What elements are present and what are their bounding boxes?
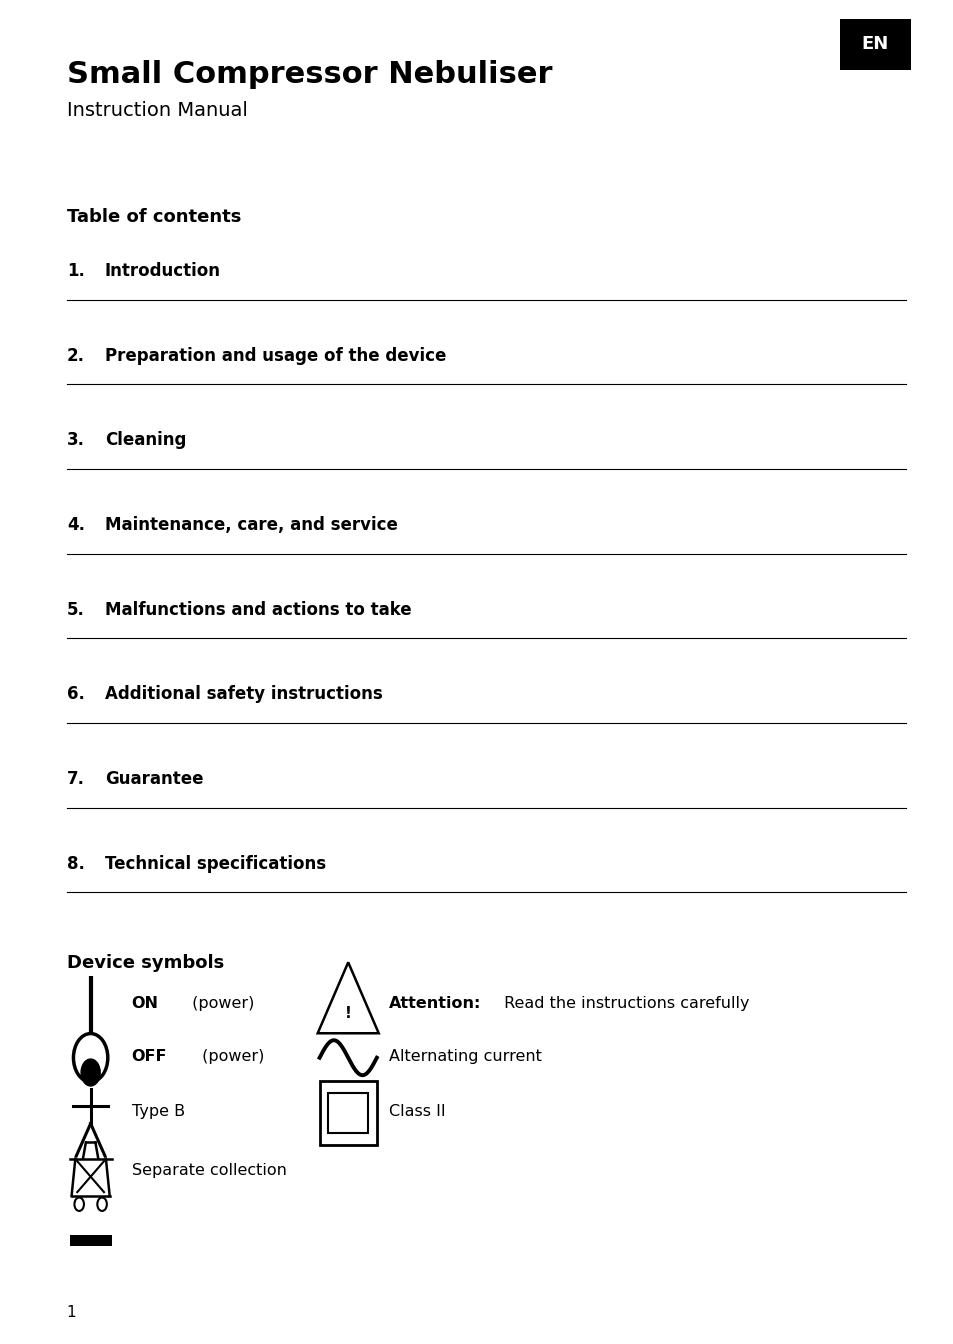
Text: Malfunctions and actions to take: Malfunctions and actions to take <box>105 601 411 618</box>
Text: Alternating current: Alternating current <box>389 1048 541 1064</box>
Text: 6.: 6. <box>67 685 85 703</box>
Text: Introduction: Introduction <box>105 262 221 280</box>
Text: 3.: 3. <box>67 431 85 449</box>
Text: Type B: Type B <box>132 1103 185 1120</box>
Text: (power): (power) <box>196 1048 264 1064</box>
Text: Cleaning: Cleaning <box>105 431 186 449</box>
Text: Class II: Class II <box>389 1103 445 1120</box>
Text: 8.: 8. <box>67 855 85 872</box>
Text: Read the instructions carefully: Read the instructions carefully <box>498 996 749 1012</box>
Text: Small Compressor Nebuliser: Small Compressor Nebuliser <box>67 60 552 90</box>
FancyBboxPatch shape <box>319 1081 376 1145</box>
Text: Table of contents: Table of contents <box>67 208 241 226</box>
Text: 4.: 4. <box>67 516 85 534</box>
Text: 2.: 2. <box>67 347 85 364</box>
Text: Additional safety instructions: Additional safety instructions <box>105 685 382 703</box>
Text: ON: ON <box>132 996 158 1012</box>
Text: Preparation and usage of the device: Preparation and usage of the device <box>105 347 446 364</box>
Text: Maintenance, care, and service: Maintenance, care, and service <box>105 516 397 534</box>
Text: EN: EN <box>861 35 888 54</box>
Text: 5.: 5. <box>67 601 85 618</box>
FancyBboxPatch shape <box>328 1093 368 1133</box>
FancyBboxPatch shape <box>70 1235 112 1246</box>
FancyBboxPatch shape <box>839 19 910 70</box>
Text: 7.: 7. <box>67 770 85 788</box>
Text: !: ! <box>344 1005 352 1021</box>
Text: (power): (power) <box>187 996 254 1012</box>
Text: 1: 1 <box>67 1305 76 1320</box>
Text: Attention:: Attention: <box>389 996 481 1012</box>
Text: Device symbols: Device symbols <box>67 954 224 972</box>
Text: Separate collection: Separate collection <box>132 1163 286 1179</box>
Text: Guarantee: Guarantee <box>105 770 203 788</box>
Text: Instruction Manual: Instruction Manual <box>67 101 248 120</box>
Circle shape <box>81 1059 100 1086</box>
Text: 1.: 1. <box>67 262 85 280</box>
Text: Technical specifications: Technical specifications <box>105 855 326 872</box>
Text: OFF: OFF <box>132 1048 167 1064</box>
